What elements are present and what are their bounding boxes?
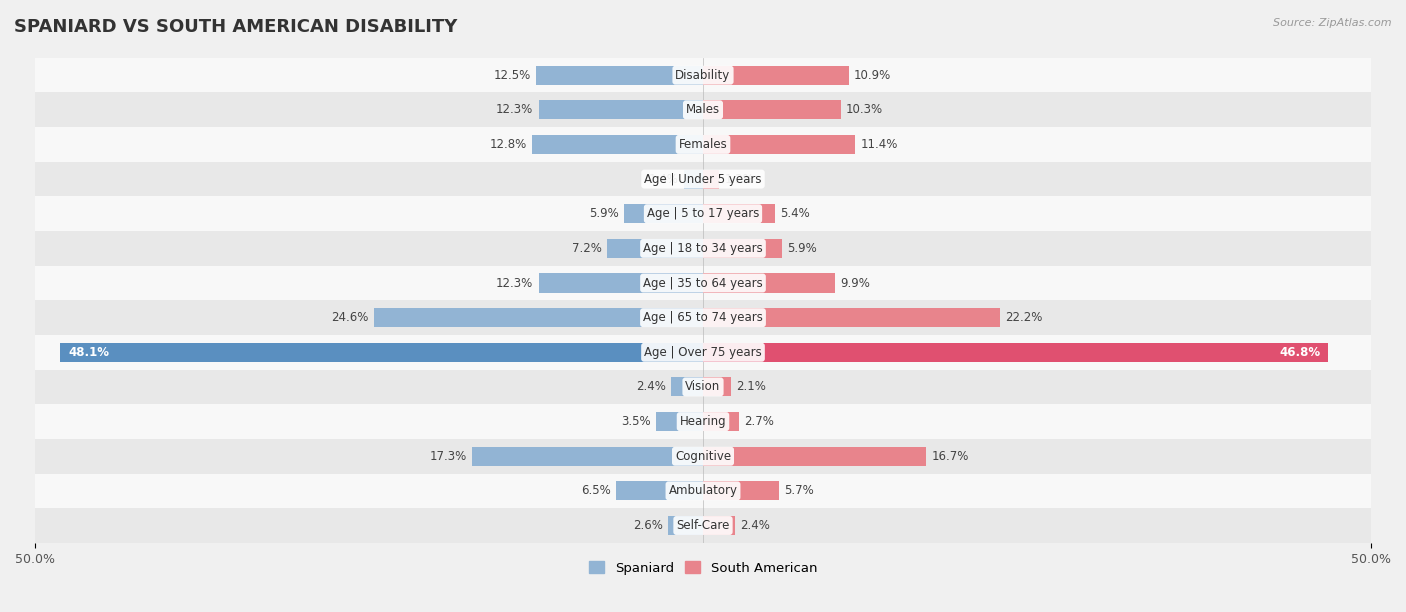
Text: 22.2%: 22.2% [1005, 311, 1042, 324]
Bar [35, 474, 1371, 508]
Text: Age | 5 to 17 years: Age | 5 to 17 years [647, 207, 759, 220]
Text: 3.5%: 3.5% [621, 415, 651, 428]
Text: 17.3%: 17.3% [429, 450, 467, 463]
Bar [35, 92, 1371, 127]
Text: 12.8%: 12.8% [489, 138, 527, 151]
Bar [374, 308, 703, 327]
Text: 12.5%: 12.5% [494, 69, 530, 81]
Text: Males: Males [686, 103, 720, 116]
Bar [616, 481, 703, 501]
Text: 6.5%: 6.5% [581, 484, 610, 498]
Bar [703, 170, 718, 188]
Text: Vision: Vision [685, 381, 721, 394]
Text: 11.4%: 11.4% [860, 138, 898, 151]
Bar [703, 239, 782, 258]
Text: 1.2%: 1.2% [724, 173, 754, 185]
Bar [472, 447, 703, 466]
Bar [35, 127, 1371, 162]
Bar [531, 135, 703, 154]
Text: Age | 65 to 74 years: Age | 65 to 74 years [643, 311, 763, 324]
Bar [703, 100, 841, 119]
Text: 12.3%: 12.3% [496, 277, 533, 289]
Bar [35, 58, 1371, 92]
Text: Source: ZipAtlas.com: Source: ZipAtlas.com [1274, 18, 1392, 28]
Text: 2.7%: 2.7% [744, 415, 775, 428]
Text: 10.9%: 10.9% [853, 69, 891, 81]
Text: 24.6%: 24.6% [332, 311, 368, 324]
Bar [703, 343, 1329, 362]
Text: Age | 35 to 64 years: Age | 35 to 64 years [643, 277, 763, 289]
Text: 2.4%: 2.4% [741, 519, 770, 532]
Text: Ambulatory: Ambulatory [668, 484, 738, 498]
Text: Age | Under 5 years: Age | Under 5 years [644, 173, 762, 185]
Bar [703, 378, 731, 397]
Bar [703, 65, 849, 84]
Text: 1.4%: 1.4% [650, 173, 679, 185]
Bar [536, 65, 703, 84]
Bar [657, 412, 703, 431]
Bar [703, 308, 1000, 327]
Text: Age | 18 to 34 years: Age | 18 to 34 years [643, 242, 763, 255]
Text: Self-Care: Self-Care [676, 519, 730, 532]
Bar [703, 412, 740, 431]
Text: 9.9%: 9.9% [841, 277, 870, 289]
Text: 2.4%: 2.4% [636, 381, 665, 394]
Bar [703, 481, 779, 501]
Bar [35, 196, 1371, 231]
Bar [35, 405, 1371, 439]
Bar [35, 508, 1371, 543]
Bar [35, 266, 1371, 300]
Text: 5.9%: 5.9% [787, 242, 817, 255]
Bar [703, 274, 835, 293]
Text: 2.6%: 2.6% [633, 519, 662, 532]
Text: 5.7%: 5.7% [785, 484, 814, 498]
Bar [703, 447, 927, 466]
Bar [703, 516, 735, 535]
Text: 12.3%: 12.3% [496, 103, 533, 116]
Text: 48.1%: 48.1% [69, 346, 110, 359]
Bar [538, 100, 703, 119]
Bar [35, 439, 1371, 474]
Bar [35, 370, 1371, 405]
Text: 7.2%: 7.2% [572, 242, 602, 255]
Text: Disability: Disability [675, 69, 731, 81]
Text: 46.8%: 46.8% [1279, 346, 1320, 359]
Bar [668, 516, 703, 535]
Text: Hearing: Hearing [679, 415, 727, 428]
Bar [538, 274, 703, 293]
Text: SPANIARD VS SOUTH AMERICAN DISABILITY: SPANIARD VS SOUTH AMERICAN DISABILITY [14, 18, 457, 36]
Bar [607, 239, 703, 258]
Text: 5.9%: 5.9% [589, 207, 619, 220]
Text: Cognitive: Cognitive [675, 450, 731, 463]
Bar [60, 343, 703, 362]
Legend: Spaniard, South American: Spaniard, South American [583, 556, 823, 580]
Bar [35, 335, 1371, 370]
Bar [685, 170, 703, 188]
Bar [35, 300, 1371, 335]
Text: 5.4%: 5.4% [780, 207, 810, 220]
Text: 10.3%: 10.3% [846, 103, 883, 116]
Bar [35, 162, 1371, 196]
Text: Age | Over 75 years: Age | Over 75 years [644, 346, 762, 359]
Bar [671, 378, 703, 397]
Bar [624, 204, 703, 223]
Text: 16.7%: 16.7% [931, 450, 969, 463]
Text: Females: Females [679, 138, 727, 151]
Bar [703, 135, 855, 154]
Bar [35, 231, 1371, 266]
Text: 2.1%: 2.1% [737, 381, 766, 394]
Bar [703, 204, 775, 223]
